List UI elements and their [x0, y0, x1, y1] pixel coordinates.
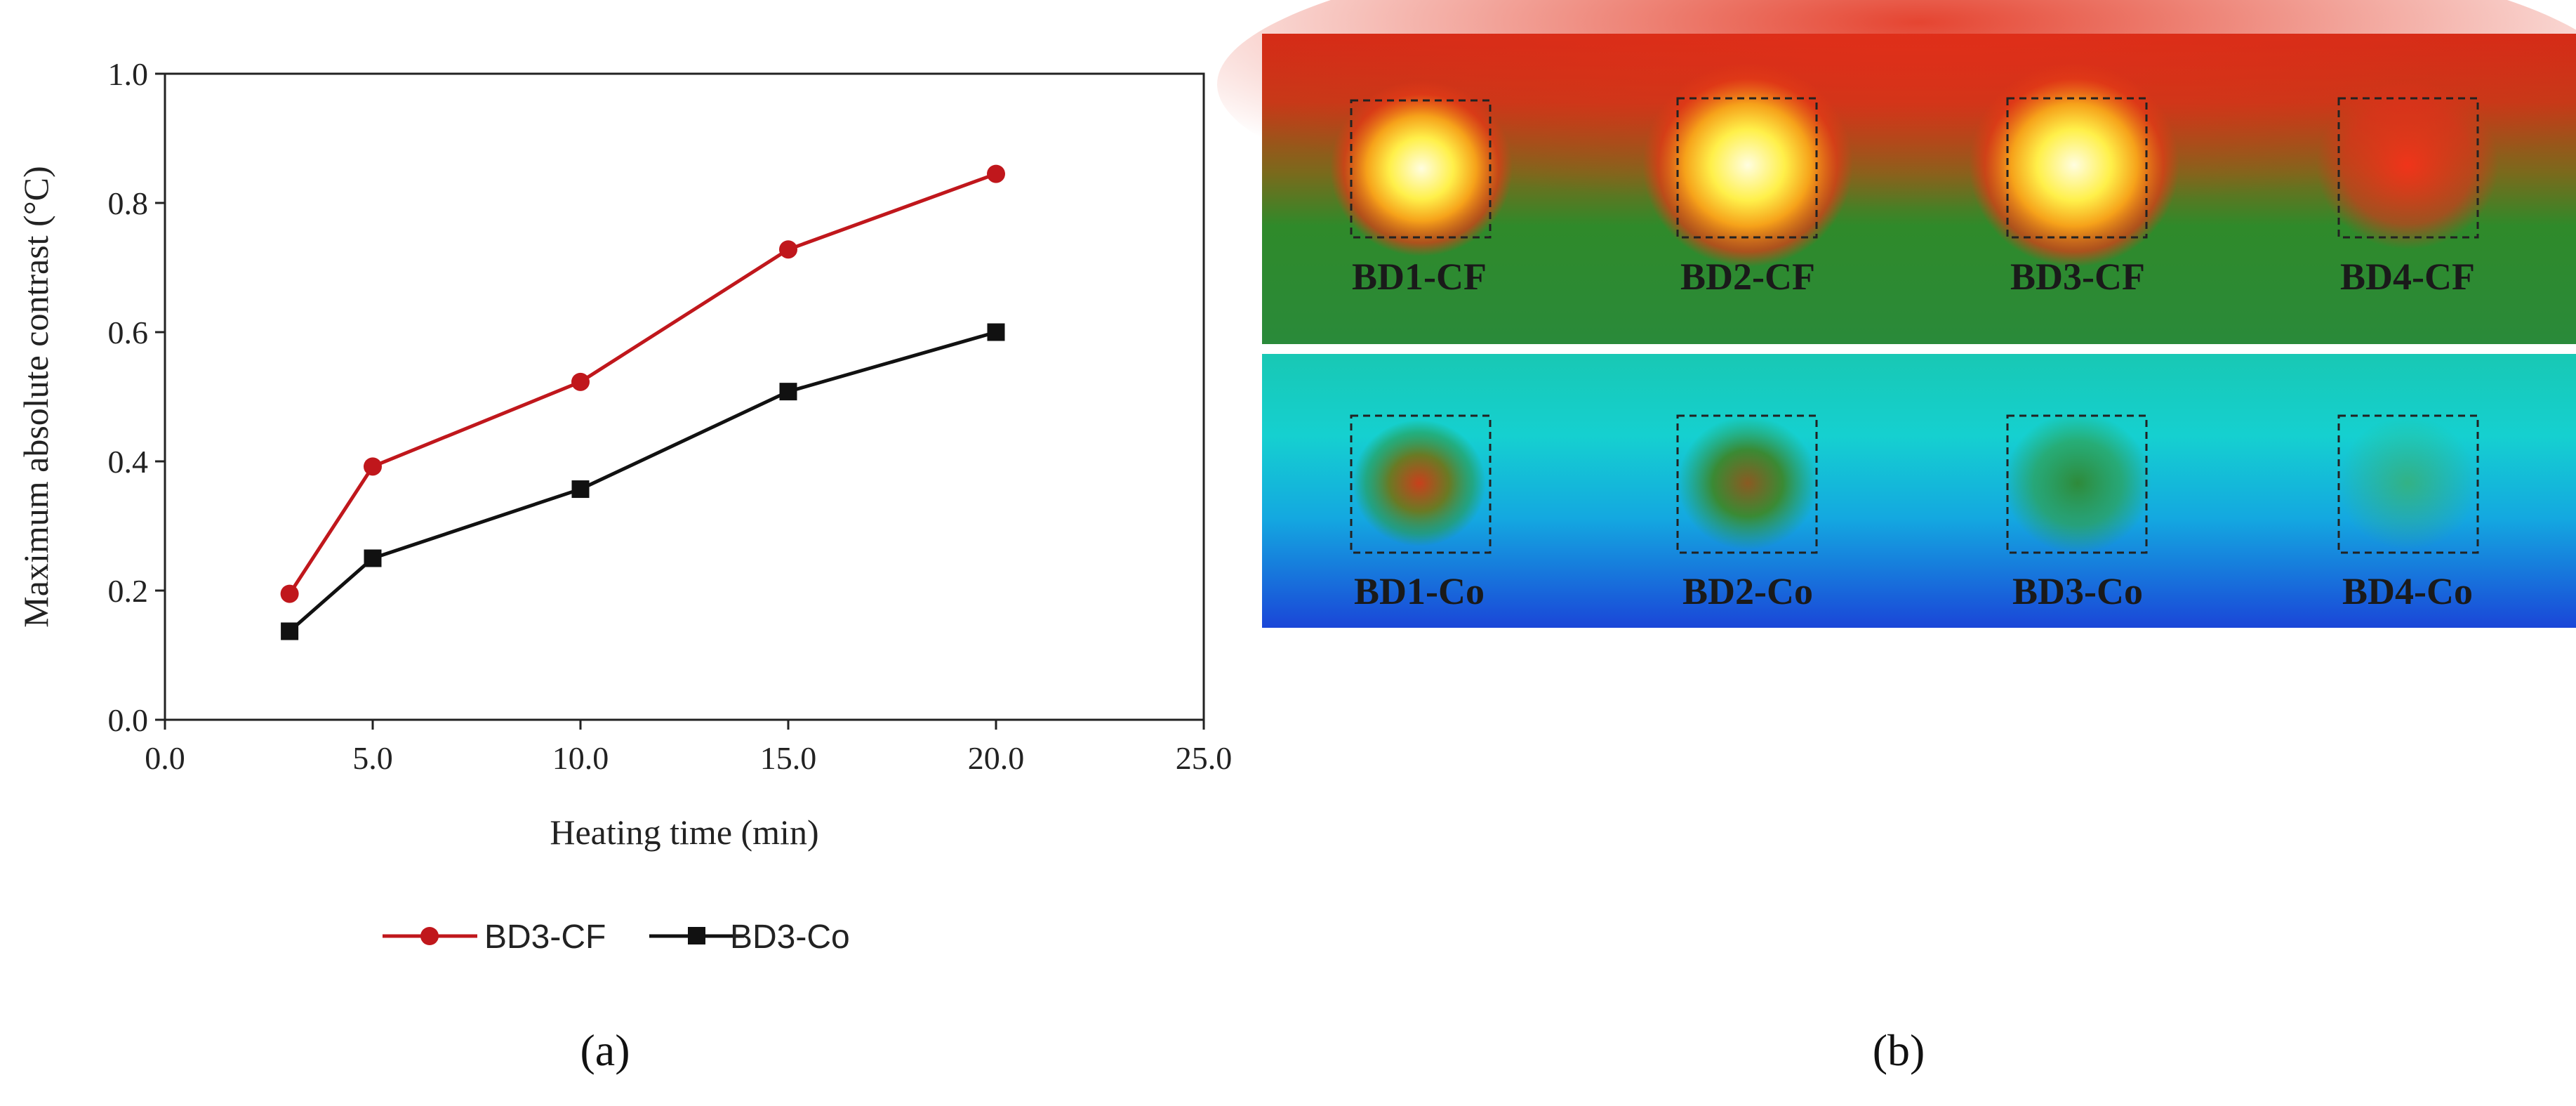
point-bd3-co [364, 549, 382, 567]
y-axis-title: Maximum absolute contrast (°C) [16, 166, 55, 627]
thermogram-label-bd3-co: BD3-Co [2012, 570, 2143, 612]
y-tick-label: 0.0 [108, 702, 149, 738]
legend: BD3-CF BD3-Co [383, 919, 850, 956]
y-tick-label: 0.2 [108, 573, 149, 609]
y-axis-ticks: 0.0 0.2 0.4 0.6 0.8 1.0 [108, 56, 165, 738]
y-tick-label: 1.0 [108, 56, 149, 92]
y-tick-label: 0.6 [108, 315, 149, 350]
x-tick-label: 0.0 [145, 740, 185, 776]
roi-box-bd3-co [2006, 414, 2148, 554]
x-tick-label: 20.0 [968, 740, 1025, 776]
x-axis-ticks: 0.0 5.0 10.0 15.0 20.0 25.0 [145, 720, 1232, 776]
hot-spot-bd3 [1969, 63, 2179, 267]
legend-label-bd3-cf: BD3-CF [484, 919, 606, 956]
point-bd3-cf [779, 240, 797, 259]
roi-box-bd1-co [1350, 414, 1492, 554]
y-tick-label: 0.4 [108, 444, 149, 480]
thermogram-label-bd4-co: BD4-Co [2342, 570, 2473, 612]
point-bd3-cf [571, 372, 590, 391]
thermogram-panel: BD1-CF BD2-CF BD3-CF BD4-CF BD1-Co BD2-C… [1217, 0, 2576, 628]
hot-spot-bd1 [1330, 81, 1513, 256]
roi-box-bd2-cf [1676, 97, 1818, 239]
legend-label-bd3-co: BD3-Co [730, 919, 850, 956]
x-tick-label: 10.0 [552, 740, 609, 776]
x-tick-label: 15.0 [760, 740, 817, 776]
roi-box-bd4-co [2337, 414, 2479, 554]
cold-spot-bd4 [2337, 416, 2478, 550]
hot-spot-bd4 [2316, 81, 2499, 249]
thermogram-label-bd4-cf: BD4-CF [2340, 256, 2475, 298]
thermogram-label-bd3-cf: BD3-CF [2010, 256, 2145, 298]
thermogram-label-bd2-co: BD2-Co [1682, 570, 1813, 612]
point-bd3-co [571, 480, 590, 499]
line-chart: 0.0 0.2 0.4 0.6 0.8 1.0 0.0 5.0 10.0 15.0 20.0 25.… [16, 56, 1232, 956]
cold-spot-bd2 [1678, 416, 1818, 550]
point-bd3-co [987, 323, 1005, 341]
legend-item-bd3-co: BD3-Co [649, 919, 850, 956]
roi-box-bd1-cf [1350, 99, 1492, 239]
thermogram-label-bd1-cf: BD1-CF [1352, 256, 1487, 298]
thermogram-bottom-strip: BD1-Co BD2-Co BD3-Co BD4-Co [1262, 354, 2576, 628]
roi-box-bd3-cf [2006, 97, 2148, 239]
cold-spot-bd1 [1353, 420, 1486, 546]
point-bd3-co [281, 622, 299, 640]
panel-b-label: (b) [1873, 1025, 1925, 1075]
thermogram-label-bd2-cf: BD2-CF [1680, 256, 1815, 298]
legend-item-bd3-cf: BD3-CF [383, 919, 606, 956]
roi-box-bd4-cf [2337, 97, 2479, 239]
thermogram-top-strip: BD1-CF BD2-CF BD3-CF BD4-CF [1217, 0, 2576, 344]
strip-divider [1262, 344, 2576, 354]
plot-area [164, 72, 1205, 721]
panel-a-label: (a) [580, 1025, 630, 1075]
y-tick-label: 0.8 [108, 185, 149, 221]
hot-spot-bd2 [1642, 63, 1853, 267]
x-tick-label: 25.0 [1176, 740, 1233, 776]
point-bd3-cf [364, 457, 382, 476]
cold-spot-bd3 [2004, 413, 2151, 553]
series-markers [280, 164, 1005, 640]
point-bd3-cf [987, 164, 1005, 183]
roi-box-bd2-co [1676, 414, 1818, 554]
thermogram-label-bd1-co: BD1-Co [1354, 570, 1485, 612]
x-tick-label: 5.0 [352, 740, 393, 776]
point-bd3-cf [280, 584, 299, 603]
x-axis-title: Heating time (min) [550, 812, 818, 852]
point-bd3-co [779, 383, 797, 401]
